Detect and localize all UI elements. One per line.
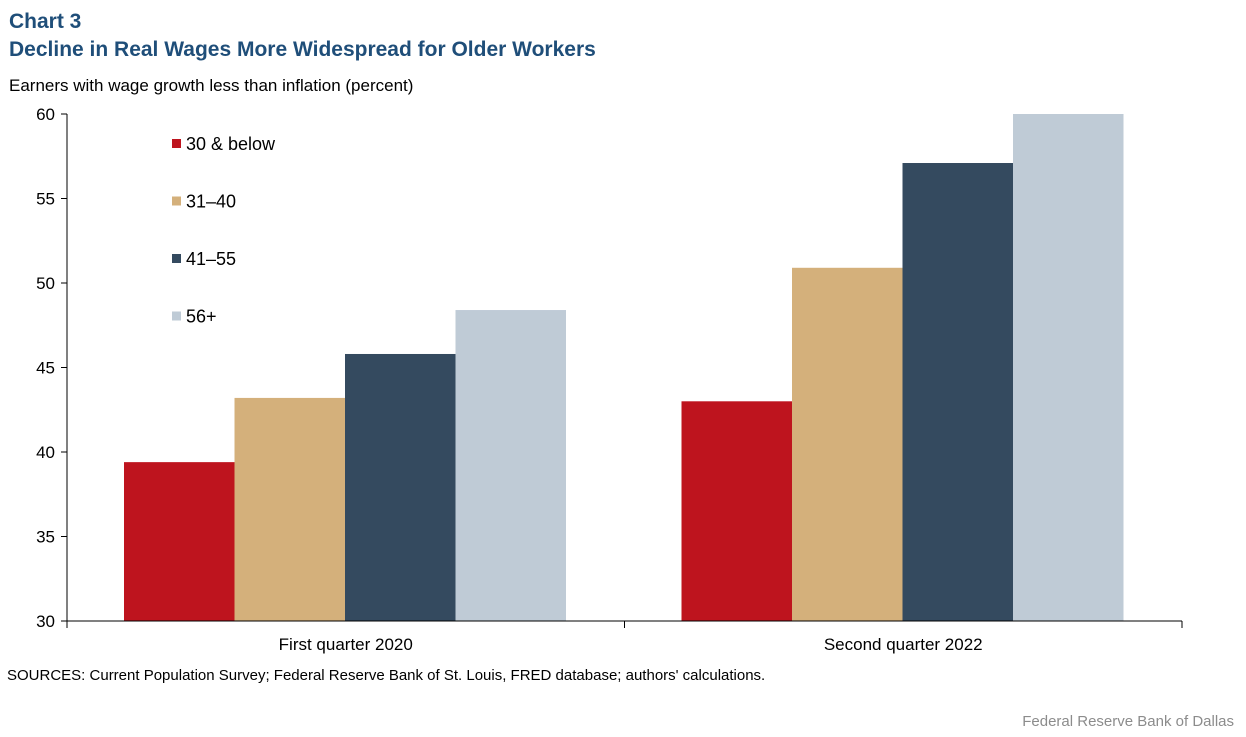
bar-30-below-0 — [124, 462, 235, 621]
y-tick-label: 60 — [36, 105, 55, 124]
legend-label: 41–55 — [186, 249, 236, 269]
y-axis-unit-label: Earners with wage growth less than infla… — [9, 76, 414, 95]
bar-31-40-0 — [234, 397, 345, 621]
legend-label: 56+ — [186, 307, 217, 327]
chart-number: Chart 3 — [9, 10, 82, 33]
legend-swatch — [172, 311, 181, 321]
legend-swatch — [172, 139, 181, 148]
bar-41-55-0 — [345, 353, 456, 621]
legend-swatch — [172, 254, 181, 263]
y-tick-label: 40 — [36, 443, 55, 462]
legend: 30 & below 31–40 41–55 56+ — [172, 134, 276, 327]
legend-label: 30 & below — [186, 134, 276, 154]
legend-label: 31–40 — [186, 192, 236, 212]
bar-31-40-1 — [792, 267, 903, 621]
y-tick-label: 55 — [36, 190, 55, 209]
y-tick-label: 30 — [36, 612, 55, 631]
bar-56--0 — [455, 310, 566, 621]
sources-note: SOURCES: Current Population Survey; Fede… — [7, 667, 766, 684]
bar-30-below-1 — [681, 401, 792, 621]
chart-title: Decline in Real Wages More Widespread fo… — [9, 38, 596, 61]
publisher-credit: Federal Reserve Bank of Dallas — [1022, 713, 1234, 730]
x-category-label: First quarter 2020 — [279, 635, 413, 654]
bars-layer — [124, 114, 1124, 621]
x-category-label: Second quarter 2022 — [824, 635, 983, 654]
bar-41-55-1 — [902, 163, 1013, 621]
y-tick-label: 50 — [36, 274, 55, 293]
y-tick-label: 45 — [36, 359, 55, 378]
axes-layer: 30 35 40 45 50 55 60 First quarter 2020 Second q… — [36, 105, 1183, 654]
y-tick-label: 35 — [36, 528, 55, 547]
bar-56--1 — [1013, 114, 1124, 621]
legend-swatch — [172, 196, 181, 206]
